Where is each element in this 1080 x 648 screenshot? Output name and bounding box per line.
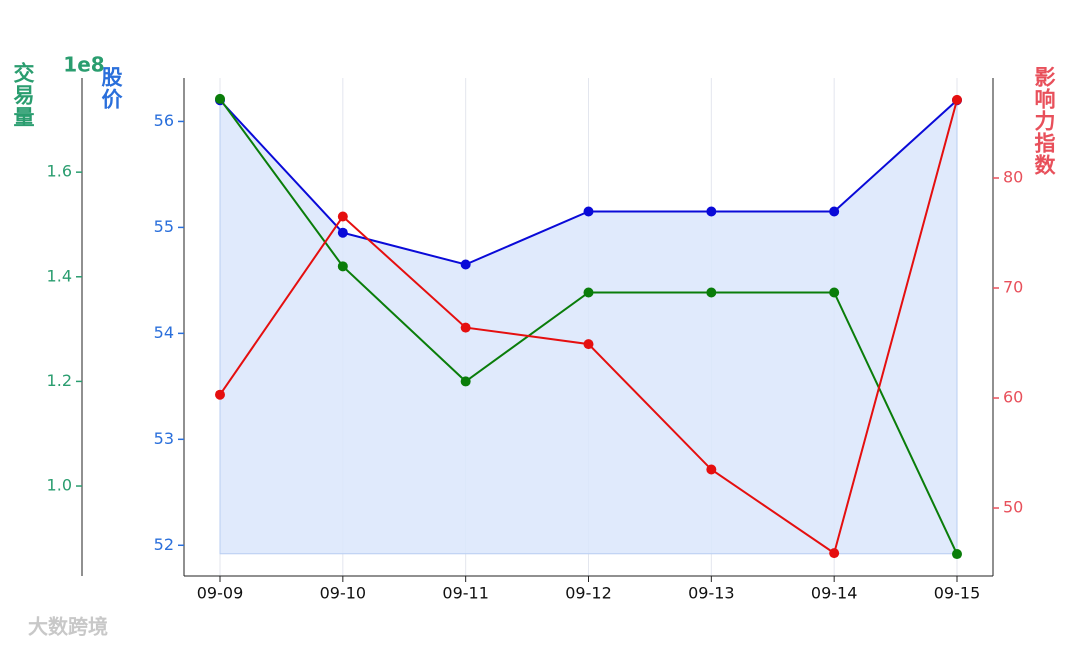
data-point bbox=[460, 259, 471, 270]
x-tick-label: 09-09 bbox=[197, 584, 244, 603]
y2-axis-title: 影响力指数 bbox=[1032, 66, 1056, 176]
y3-offset-label: 1e8 bbox=[63, 53, 104, 77]
y2-tick-label: 80 bbox=[1003, 167, 1023, 186]
x-tick-label: 09-12 bbox=[565, 584, 612, 603]
x-tick-label: 09-13 bbox=[688, 584, 735, 603]
y3-axis-title: 交易量 bbox=[11, 61, 35, 128]
data-point bbox=[337, 211, 348, 222]
y-tick-label: 55 bbox=[154, 217, 174, 236]
y-tick-label: 54 bbox=[154, 323, 174, 342]
y-tick-label: 52 bbox=[154, 535, 174, 554]
y-axis-title: 股价 bbox=[99, 66, 123, 110]
data-point bbox=[460, 376, 471, 387]
x-tick-label: 09-11 bbox=[442, 584, 489, 603]
data-point bbox=[583, 287, 594, 298]
data-point bbox=[706, 287, 717, 298]
y3-tick-label: 1.0 bbox=[47, 476, 72, 495]
data-point bbox=[337, 261, 348, 272]
data-point bbox=[829, 548, 840, 559]
y-tick-label: 56 bbox=[154, 111, 174, 130]
y2-tick-label: 50 bbox=[1003, 498, 1023, 517]
data-point bbox=[706, 464, 717, 475]
data-point bbox=[952, 94, 962, 105]
watermark: 大数跨境 bbox=[28, 615, 108, 639]
y3-tick-label: 1.4 bbox=[47, 266, 72, 285]
x-tick-label: 09-10 bbox=[320, 584, 367, 603]
y-tick-label: 53 bbox=[154, 429, 174, 448]
x-tick-label: 09-14 bbox=[811, 584, 858, 603]
data-point bbox=[706, 206, 717, 217]
data-point bbox=[460, 322, 471, 333]
data-point bbox=[215, 93, 225, 104]
y3-tick-label: 1.6 bbox=[47, 162, 72, 181]
y2-tick-label: 60 bbox=[1003, 388, 1023, 407]
y2-tick-label: 70 bbox=[1003, 278, 1023, 297]
data-point bbox=[952, 549, 962, 560]
data-point bbox=[583, 339, 594, 350]
data-point bbox=[829, 206, 840, 217]
x-tick-label: 09-15 bbox=[934, 584, 981, 603]
data-point bbox=[829, 287, 840, 298]
data-point bbox=[337, 227, 348, 238]
data-point bbox=[583, 206, 594, 217]
y3-tick-label: 1.2 bbox=[47, 371, 72, 390]
data-point bbox=[215, 389, 225, 400]
